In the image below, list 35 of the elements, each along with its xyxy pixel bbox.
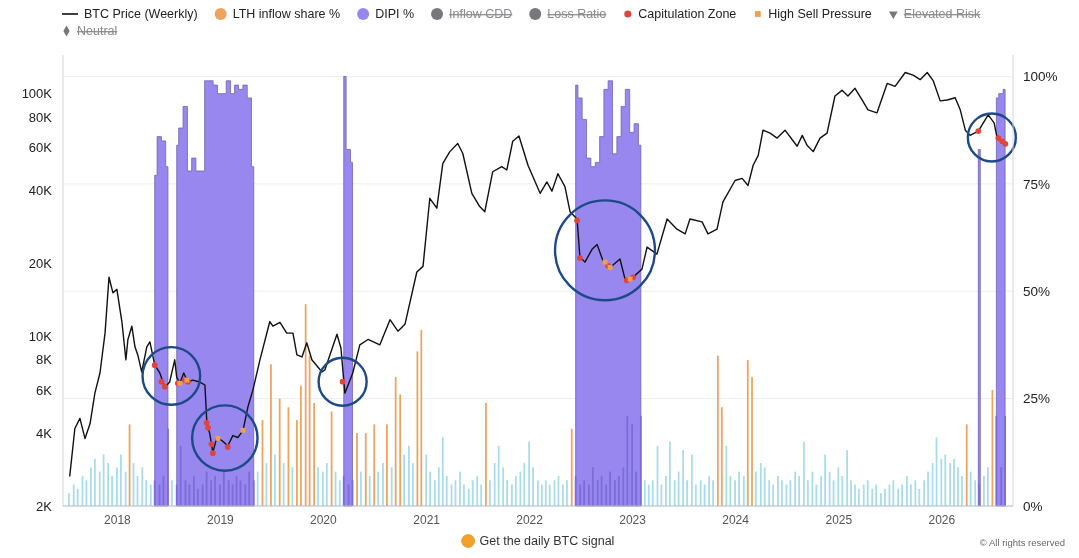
y-tick-label: 4K	[36, 425, 53, 441]
y-tick-label: 40K	[28, 182, 53, 198]
y2-tick-label: 75%	[1023, 176, 1051, 192]
legend-label: Elevated Risk	[903, 7, 981, 22]
legend-label: Neutral	[77, 24, 118, 39]
legend-label: DIPI %	[375, 7, 415, 22]
y-tick-label: 100K	[21, 86, 53, 102]
legend-label: High Sell Pressure	[768, 7, 872, 22]
legend-label: Loss Ratio	[547, 7, 607, 22]
y-tick-label: 6K	[36, 382, 53, 398]
x-tick-label: 2020	[310, 512, 338, 527]
x-tick-label: 2023	[619, 512, 647, 527]
y2-tick-label: 100%	[1023, 69, 1058, 85]
y2-tick-label: 25%	[1023, 391, 1051, 407]
y-tick-label: 60K	[28, 139, 53, 155]
legend-label: BTC Price (Weerkly)	[84, 7, 198, 22]
legend-label: Capitulation Zone	[638, 7, 737, 22]
y-tick-label: 2K	[36, 498, 53, 514]
y2-tick-label: 50%	[1023, 284, 1051, 300]
x-tick-label: 2018	[104, 512, 132, 527]
x-tick-label: 2021	[413, 512, 441, 527]
x-tick-label: 2024	[722, 512, 750, 527]
x-tick-label: 2026	[928, 512, 956, 527]
x-tick-label: 2022	[516, 512, 544, 527]
y-tick-label: 8K	[36, 352, 53, 368]
y-tick-label: 80K	[28, 109, 53, 125]
text: Get the daily BTC signal	[479, 534, 615, 549]
x-tick-label: 2025	[825, 512, 853, 527]
text: © All rights reserved	[979, 537, 1065, 549]
legend-label: Inflow CDD	[449, 7, 513, 22]
legend-label: LTH inflow share %	[232, 7, 341, 22]
y2-tick-label: 0%	[1023, 498, 1043, 514]
y-tick-label: 20K	[28, 255, 53, 271]
x-tick-label: 2019	[207, 512, 235, 527]
y-tick-label: 10K	[28, 328, 53, 344]
